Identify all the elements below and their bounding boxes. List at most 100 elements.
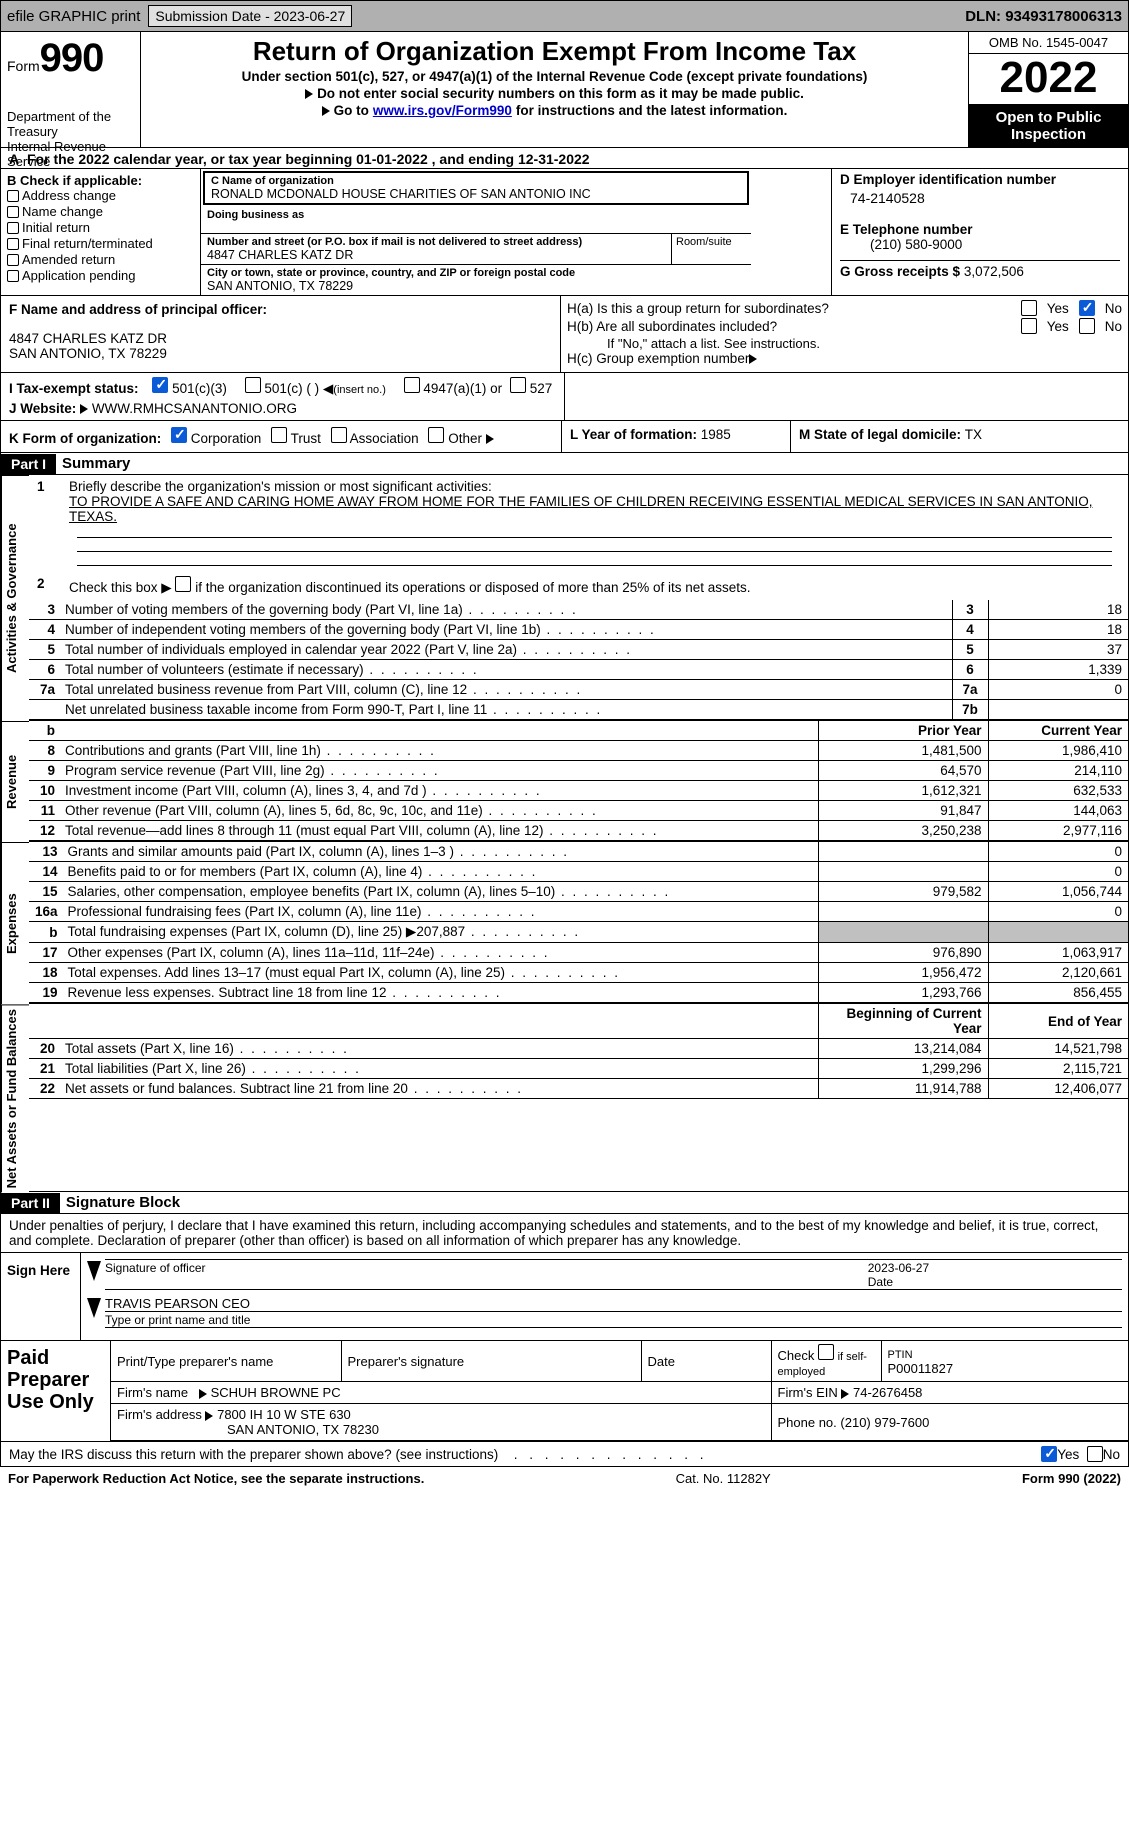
checkbox-initial-return[interactable]	[7, 222, 19, 234]
submission-date-btn[interactable]: Submission Date - 2023-06-27	[148, 5, 352, 27]
form-number: 990	[40, 36, 104, 80]
checkbox-corp[interactable]	[171, 427, 187, 443]
arrow-icon	[87, 1261, 101, 1281]
prior-year-val: 64,570	[818, 761, 988, 781]
current-year-val	[988, 922, 1128, 943]
checkbox-ha-yes[interactable]	[1021, 300, 1037, 316]
sig-date-val: 2023-06-27	[868, 1261, 929, 1275]
prior-year-val	[818, 922, 988, 943]
line-text: Grants and similar amounts paid (Part IX…	[62, 842, 818, 862]
checkbox-501c3[interactable]	[152, 377, 168, 393]
sig-date-label: Date	[868, 1275, 893, 1289]
checkbox-address-change[interactable]	[7, 190, 19, 202]
line-val: 0	[988, 680, 1128, 700]
line-box: 7b	[952, 700, 988, 720]
line-num: 22	[29, 1079, 59, 1099]
current-year-val: 214,110	[988, 761, 1128, 781]
f-label: F Name and address of principal officer:	[9, 302, 552, 317]
line-box: 3	[952, 600, 988, 620]
line-num: 4	[29, 620, 59, 640]
current-year-val: 0	[988, 862, 1128, 882]
line-text: Net unrelated business taxable income fr…	[59, 700, 952, 720]
line-num: 1	[37, 479, 45, 494]
section-klm: K Form of organization: Corporation Trus…	[0, 421, 1129, 453]
header-left: Form990 Department of the Treasury Inter…	[1, 32, 141, 147]
line-num	[29, 700, 59, 720]
checkbox-application-pending[interactable]	[7, 270, 19, 282]
checkbox-name-change[interactable]	[7, 206, 19, 218]
sign-here-block: Sign Here Signature of officer2023-06-27…	[0, 1253, 1129, 1341]
checkbox-final-return[interactable]	[7, 238, 19, 250]
firm-phone-label: Phone no.	[778, 1415, 837, 1430]
checkbox-501c[interactable]	[245, 377, 261, 393]
checkbox-self-employed[interactable]	[818, 1344, 834, 1360]
line-num: 8	[29, 741, 59, 761]
part1-label: Part I	[1, 454, 56, 474]
section-m: M State of legal domicile: TX	[791, 421, 1128, 452]
line-box: 5	[952, 640, 988, 660]
checkbox-hb-no[interactable]	[1079, 318, 1095, 334]
line2-text1: Check this box ▶	[69, 580, 172, 595]
checkbox-amended[interactable]	[7, 254, 19, 266]
prior-year-val: 979,582	[818, 882, 988, 902]
arrow-icon	[80, 404, 88, 414]
line-text: Total number of volunteers (estimate if …	[59, 660, 952, 680]
line-num: 14	[29, 862, 62, 882]
checkbox-527[interactable]	[510, 377, 526, 393]
col-end-year: End of Year	[988, 1004, 1128, 1039]
checkbox-4947[interactable]	[404, 377, 420, 393]
sign-here-label: Sign Here	[1, 1253, 81, 1340]
arrow-icon	[205, 1411, 213, 1421]
line-text: Total number of individuals employed in …	[59, 640, 952, 660]
chk-label: Application pending	[22, 268, 135, 283]
line-val: 18	[988, 620, 1128, 640]
section-d: D Employer identification number 74-2140…	[831, 169, 1128, 295]
city-row: City or town, state or province, country…	[201, 265, 751, 295]
checkbox-discuss-yes[interactable]	[1041, 1446, 1057, 1462]
line-box: 7a	[952, 680, 988, 700]
footer-catno: Cat. No. 11282Y	[676, 1471, 771, 1486]
line-num: 3	[29, 600, 59, 620]
checkbox-hb-yes[interactable]	[1021, 318, 1037, 334]
g-label: G Gross receipts $	[840, 264, 964, 279]
form-subtitle: Under section 501(c), 527, or 4947(a)(1)…	[151, 69, 958, 84]
checkbox-other[interactable]	[428, 427, 444, 443]
line-text: Net assets or fund balances. Subtract li…	[59, 1079, 818, 1099]
col-prior-year: Prior Year	[818, 721, 988, 741]
chk-label: Initial return	[22, 220, 90, 235]
line-box: 4	[952, 620, 988, 640]
line-text: Professional fundraising fees (Part IX, …	[62, 902, 818, 922]
firm-addr-label: Firm's address	[117, 1407, 202, 1422]
j-label: J Website:	[9, 401, 76, 416]
checkbox-discontinued[interactable]	[175, 576, 191, 592]
header-mid: Return of Organization Exempt From Incom…	[141, 32, 968, 147]
section-fh: F Name and address of principal officer:…	[0, 296, 1129, 373]
arrow-icon	[87, 1298, 101, 1318]
line-text: Investment income (Part VIII, column (A)…	[59, 781, 818, 801]
form-link[interactable]: www.irs.gov/Form990	[373, 103, 512, 118]
ptin-value: P00011827	[888, 1361, 954, 1376]
table-expenses: 13 Grants and similar amounts paid (Part…	[29, 842, 1128, 1003]
line-text: Other expenses (Part IX, column (A), lin…	[62, 943, 818, 963]
hb-label: H(b) Are all subordinates included?	[567, 319, 777, 334]
section-c: C Name of organization RONALD MCDONALD H…	[201, 169, 751, 295]
arrow-icon	[486, 434, 494, 444]
checkbox-trust[interactable]	[271, 427, 287, 443]
prior-year-val: 1,481,500	[818, 741, 988, 761]
line-num: 10	[29, 781, 59, 801]
current-year-val: 0	[988, 842, 1128, 862]
current-year-val: 144,063	[988, 801, 1128, 821]
prior-year-val	[818, 862, 988, 882]
part2-label: Part II	[1, 1193, 60, 1213]
checkbox-assoc[interactable]	[331, 427, 347, 443]
firm-ein-label: Firm's EIN	[778, 1385, 838, 1400]
prior-year-val	[818, 842, 988, 862]
k-label: K Form of organization:	[9, 431, 161, 446]
checkbox-ha-no[interactable]	[1079, 300, 1095, 316]
part1-header: Part I Summary	[0, 453, 1129, 475]
block-net: Beginning of Current Year End of Year20 …	[29, 1004, 1129, 1192]
line-text: Total fundraising expenses (Part IX, col…	[62, 922, 818, 943]
section-f: F Name and address of principal officer:…	[1, 296, 561, 372]
line-num: 12	[29, 821, 59, 841]
checkbox-discuss-no[interactable]	[1087, 1446, 1103, 1462]
